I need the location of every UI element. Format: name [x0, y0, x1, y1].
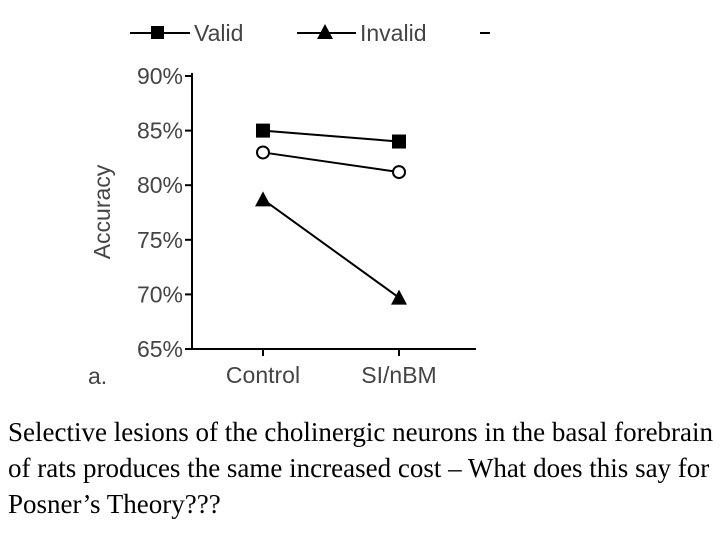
series-line: [262, 198, 400, 299]
series-line: [262, 129, 400, 143]
data-point-triangle: [255, 191, 271, 207]
series-line: [262, 151, 400, 174]
legend-marker-square: [151, 26, 164, 39]
y-ticks: 90% 85% 80% 75% 70% 65%: [137, 63, 192, 362]
legend-item-invalid: Invalid: [297, 20, 426, 46]
x-tick-label: Control: [226, 362, 300, 388]
y-tick-label: 90%: [137, 63, 183, 89]
series-open-circle: [256, 145, 406, 180]
data-point-circle: [256, 145, 270, 160]
data-point-square: [256, 123, 270, 138]
caption: Selective lesions of the cholinergic neu…: [8, 417, 714, 519]
y-tick-label: 75%: [137, 227, 183, 253]
series-square: [256, 123, 406, 149]
series-group: [255, 123, 407, 305]
chart: Valid Invalid Accuracy a. 90% 85% 80% 75% 70…: [88, 20, 490, 389]
data-point-square: [392, 134, 406, 149]
series-triangle: [255, 191, 407, 305]
legend: Valid Invalid: [130, 20, 490, 46]
y-tick-label: 65%: [137, 336, 183, 362]
panel-label: a.: [88, 363, 107, 389]
data-point-circle: [392, 165, 406, 180]
y-tick-label: 80%: [137, 172, 183, 198]
x-ticks: Control SI/nBM: [226, 349, 437, 388]
legend-item-valid: Valid: [130, 20, 243, 46]
legend-marker-triangle: [317, 24, 333, 39]
y-tick-label: 70%: [137, 281, 183, 307]
y-axis-title: Accuracy: [89, 164, 115, 259]
data-point-triangle: [391, 289, 407, 305]
y-tick-label: 85%: [137, 118, 183, 144]
legend-label-invalid: Invalid: [360, 20, 426, 46]
legend-label-valid: Valid: [194, 20, 243, 46]
x-tick-label: SI/nBM: [361, 362, 436, 388]
